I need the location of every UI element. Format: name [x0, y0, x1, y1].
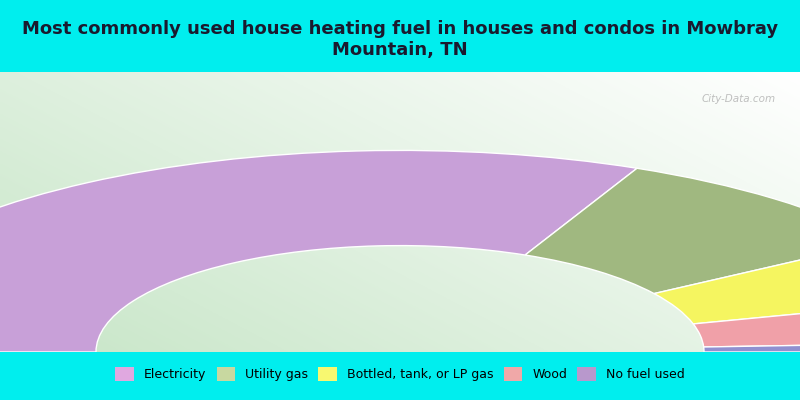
Text: Most commonly used house heating fuel in houses and condos in Mowbray
Mountain, : Most commonly used house heating fuel in… — [22, 20, 778, 59]
Wedge shape — [704, 342, 800, 352]
Legend: Electricity, Utility gas, Bottled, tank, or LP gas, Wood, No fuel used: Electricity, Utility gas, Bottled, tank,… — [110, 362, 690, 386]
Text: City-Data.com: City-Data.com — [702, 94, 776, 104]
Wedge shape — [0, 150, 637, 352]
Wedge shape — [654, 241, 800, 324]
Wedge shape — [694, 299, 800, 347]
Wedge shape — [525, 168, 800, 294]
